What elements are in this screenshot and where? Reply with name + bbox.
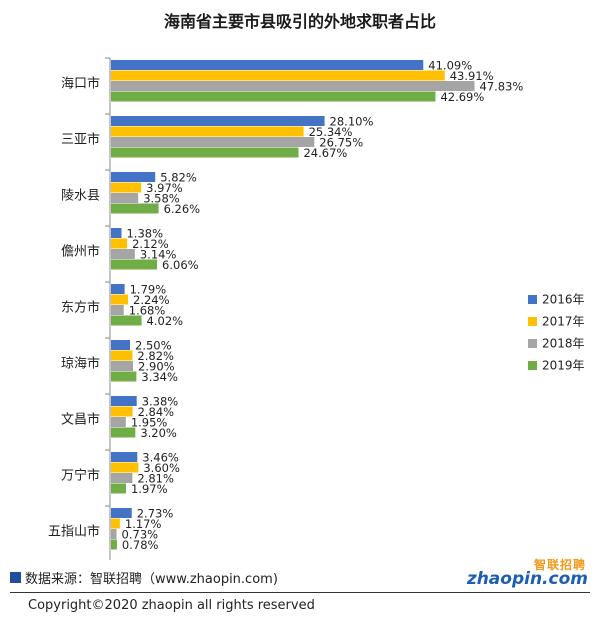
data-label: 3.58% [143, 191, 180, 205]
data-label: 1.97% [131, 482, 168, 496]
bar-2017-0 [111, 70, 445, 81]
data-label: 1.79% [130, 282, 167, 296]
data-label: 3.46% [142, 450, 179, 464]
bar-2019-2 [111, 203, 159, 214]
data-label: 2.82% [137, 349, 174, 363]
data-label: 26.75% [319, 135, 363, 149]
bar-2018-8 [111, 529, 117, 539]
data-label: 24.67% [303, 146, 347, 160]
data-label: 6.26% [164, 202, 201, 216]
bar-chart: 海口市 41.09%43.91%47.83%42.69% 三亚市 28.10%25.3… [48, 57, 585, 560]
data-label: 3.20% [140, 426, 177, 440]
bar-2016-4 [111, 284, 125, 294]
bar-2016-1 [111, 116, 325, 126]
data-label: 0.78% [122, 538, 159, 552]
bar-2017-2 [111, 182, 142, 193]
bar-2016-5 [111, 340, 130, 350]
bar-2019-6 [111, 427, 136, 438]
data-label: 2.81% [137, 471, 174, 485]
bar-2018-6 [111, 417, 126, 427]
data-label: 6.06% [162, 258, 199, 272]
bar-2018-0 [111, 81, 475, 91]
category-label: 陵水县 [61, 189, 100, 204]
legend-label: 2017年 [542, 315, 585, 329]
bar-2019-3 [111, 259, 158, 270]
category-label: 海口市 [61, 76, 100, 92]
category-label: 文昌市 [61, 412, 100, 428]
category-label: 五指山市 [48, 524, 100, 540]
data-label: 1.68% [129, 303, 166, 317]
data-label: 2.73% [137, 506, 174, 520]
data-label: 47.83% [480, 79, 524, 93]
category-label: 琼海市 [61, 356, 100, 372]
copyright-text: Copyright©2020 zhaopin all rights reserv… [28, 598, 315, 613]
data-label: 28.10% [330, 114, 374, 128]
data-label: 3.38% [142, 394, 179, 408]
bar-2017-8 [111, 518, 120, 529]
legend-label: 2019年 [542, 359, 585, 373]
legend-label: 2018年 [542, 337, 585, 351]
bar-2018-1 [111, 137, 315, 147]
data-label: 0.73% [122, 527, 159, 541]
bar-2019-4 [111, 315, 142, 326]
bar-2016-3 [111, 228, 122, 238]
data-label: 3.60% [143, 461, 180, 475]
data-label: 4.02% [147, 314, 184, 328]
bar-2018-5 [111, 361, 134, 371]
bar-2017-7 [111, 462, 139, 473]
data-label: 2.90% [138, 359, 175, 373]
data-label: 2.24% [133, 293, 170, 307]
bar-2016-0 [111, 60, 424, 70]
logo-chinese-text: 智联招聘 [533, 558, 586, 572]
bar-2017-5 [111, 350, 133, 361]
bar-2016-2 [111, 172, 156, 182]
data-label: 3.14% [140, 247, 177, 261]
source-bullet-icon [10, 572, 21, 583]
bar-2017-6 [111, 406, 133, 417]
data-label: 1.17% [125, 517, 162, 531]
bar-2018-7 [111, 473, 133, 483]
bar-2016-7 [111, 452, 138, 462]
category-label: 东方市 [61, 300, 100, 316]
data-label: 1.38% [126, 226, 163, 240]
data-label: 43.91% [450, 69, 494, 83]
legend-swatch-2017 [528, 317, 537, 326]
bar-2017-4 [111, 294, 129, 305]
bar-2018-2 [111, 193, 139, 203]
bar-2019-0 [111, 91, 436, 102]
chart-title: 海南省主要市县吸引的外地求职者占比 [163, 12, 436, 31]
data-label: 1.95% [131, 415, 168, 429]
bar-2017-3 [111, 238, 128, 249]
legend-swatch-2016 [528, 295, 537, 304]
legend-swatch-2019 [528, 361, 537, 370]
bar-2016-6 [111, 396, 137, 406]
footer-divider [10, 592, 590, 593]
zhaopin-logo: 智联招聘 zhaopin.com [467, 556, 592, 590]
logo-english-text: zhaopin.com [466, 569, 588, 589]
bar-2017-1 [111, 126, 304, 137]
category-label: 三亚市 [61, 132, 100, 148]
legend-label: 2016年 [542, 293, 585, 307]
data-label: 41.09% [428, 58, 472, 72]
bar-2019-8 [111, 539, 117, 550]
bar-2018-4 [111, 305, 124, 315]
bar-2019-5 [111, 371, 137, 382]
data-label: 2.12% [132, 237, 169, 251]
category-label: 儋州市 [61, 244, 100, 260]
data-label: 2.84% [138, 405, 175, 419]
bar-2019-7 [111, 483, 126, 494]
data-label: 5.82% [160, 170, 197, 184]
bar-2016-8 [111, 508, 132, 518]
data-source-note: 数据来源：智联招聘（www.zhaopin.com) [10, 568, 278, 587]
data-label: 3.34% [141, 370, 178, 384]
legend-swatch-2018 [528, 339, 537, 348]
bar-2019-1 [111, 147, 299, 158]
data-label: 3.97% [146, 181, 183, 195]
data-label: 25.34% [309, 125, 353, 139]
bar-2018-3 [111, 249, 135, 259]
category-label: 万宁市 [61, 468, 100, 484]
data-source-text: 数据来源：智联招聘（www.zhaopin.com) [25, 572, 278, 587]
data-label: 2.50% [135, 338, 172, 352]
data-label: 42.69% [440, 90, 484, 104]
